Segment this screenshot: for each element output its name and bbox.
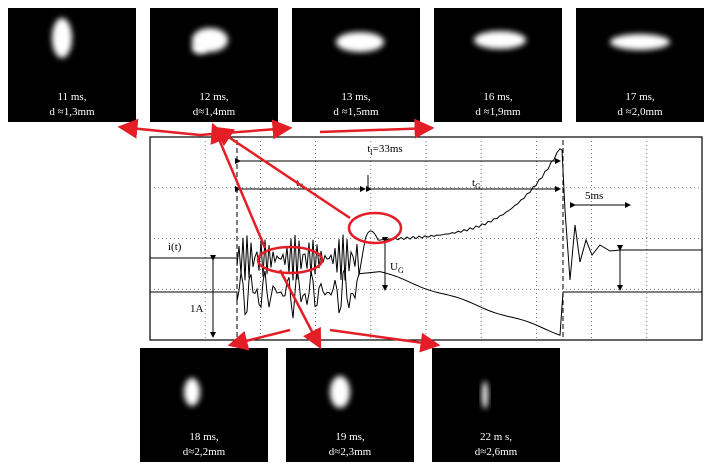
discharge-glow: [610, 34, 670, 50]
rest: =33ms: [373, 143, 403, 155]
total-label: tl=33ms: [367, 143, 402, 157]
photo-diameter: d ≈1,5mm: [333, 106, 379, 118]
photo-diameter: d≈2,3mm: [329, 446, 372, 458]
photo-time: 13 ms,: [341, 91, 371, 103]
figure: 11 ms, d ≈1,3mm 12 ms, d≈1,4mm 13 ms, d ≈1,5m…: [0, 0, 704, 463]
photo-diameter: d ≈1,9mm: [475, 106, 521, 118]
photo-diameter: d ≈2,0mm: [617, 106, 663, 118]
discharge-glow: [52, 18, 72, 58]
photo-diameter: d≈2,2mm: [183, 446, 226, 458]
photo-time: 18 ms,: [189, 431, 219, 443]
photo-time: 22 m s,: [480, 431, 512, 443]
photo-time: 11 ms,: [58, 91, 87, 103]
photo-time: 19 ms,: [335, 431, 365, 443]
photo: [8, 8, 136, 122]
symbol: U: [390, 261, 398, 273]
photo-time: 12 ms,: [199, 91, 229, 103]
division-label: 5ms: [585, 190, 603, 202]
photo-time: 16 ms,: [483, 91, 513, 103]
scale-label: 1A: [190, 303, 204, 315]
photo: [292, 8, 420, 122]
current-label: i(t): [168, 241, 182, 253]
sub: G: [475, 182, 481, 191]
photo: [150, 8, 278, 122]
discharge-glow: [184, 378, 200, 406]
photo-diameter: d≈2,6mm: [475, 446, 518, 458]
photo: [576, 8, 704, 122]
discharge-glow: [482, 381, 488, 409]
photo: [434, 8, 562, 122]
photo: [432, 348, 560, 462]
photo-time: 17 ms,: [625, 91, 655, 103]
arrow: [320, 128, 432, 132]
discharge-glow: [474, 31, 526, 49]
discharge-glow: [336, 32, 384, 52]
oscillogram: tl=33ms tA tG 5ms i(t) UG 1A: [150, 137, 702, 340]
discharge-glow: [192, 42, 208, 54]
arrow: [120, 127, 200, 135]
photo-diameter: d≈1,4mm: [193, 106, 236, 118]
photo-diameter: d ≈1,3mm: [49, 106, 95, 118]
discharge-glow: [330, 376, 350, 408]
photo: [140, 348, 268, 462]
sub: G: [398, 266, 404, 275]
photo: [286, 348, 414, 462]
